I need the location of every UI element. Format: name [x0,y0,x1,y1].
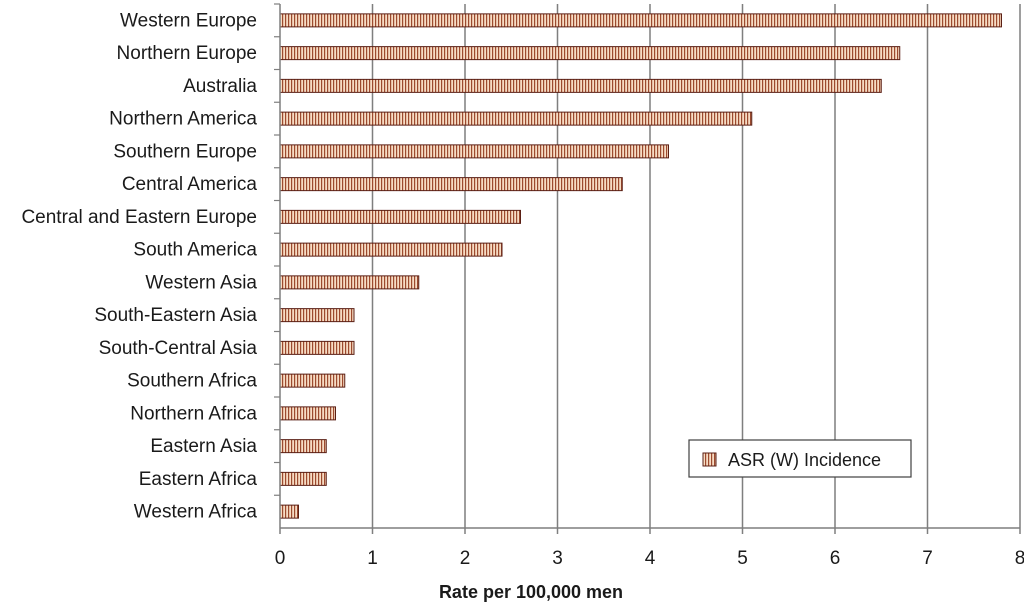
category-label: Central America [122,174,258,195]
legend-box [688,439,912,478]
x-tick-label: 2 [460,548,471,569]
x-axis-title: Rate per 100,000 men [439,582,623,602]
bar [279,209,521,224]
bar [279,111,753,126]
x-tick-label: 7 [922,548,933,569]
category-label: Western Europe [120,10,257,31]
bar [279,242,503,257]
category-label: South America [133,240,257,261]
category-label: Southern Africa [127,371,257,392]
category-label: Northern Europe [117,43,257,64]
category-label: Western Asia [145,272,257,293]
category-label: Southern Europe [113,141,257,162]
bar [279,46,901,61]
legend: ASR (W) Incidence [688,439,912,478]
bar [279,439,327,454]
bar [279,177,623,192]
bar [279,275,420,290]
x-tick-label: 3 [552,548,563,569]
x-tick-label: 0 [275,548,286,569]
bar [279,406,336,421]
category-label: Eastern Asia [150,436,257,457]
category-label: South-Central Asia [99,338,258,359]
x-tick-label: 5 [737,548,748,569]
bar [279,78,882,93]
bar [279,471,327,486]
category-label: Northern America [109,109,257,130]
bar [279,340,355,355]
x-tick-label: 6 [830,548,841,569]
category-label: Central and Eastern Europe [21,207,257,228]
category-label: Eastern Africa [139,469,258,490]
bar [279,504,299,519]
category-label: Northern Africa [130,403,257,424]
category-labels: Western Europe Northern Europe Australia No… [21,3,280,523]
category-label: Western Africa [134,502,258,523]
bars [279,13,1002,519]
category-label: Australia [183,76,257,97]
category-label: South-Eastern Asia [94,305,257,326]
legend-swatch [702,452,717,467]
bar [279,13,1002,28]
legend-label: ASR (W) Incidence [728,450,881,470]
bar [279,144,669,159]
bar [279,308,355,323]
x-tick-label: 1 [367,548,378,569]
bar [279,373,346,388]
x-tick-label: 4 [645,548,656,569]
x-tick-label: 8 [1015,548,1024,569]
x-tick-labels: 0 1 2 3 4 5 6 7 8 [275,528,1024,569]
